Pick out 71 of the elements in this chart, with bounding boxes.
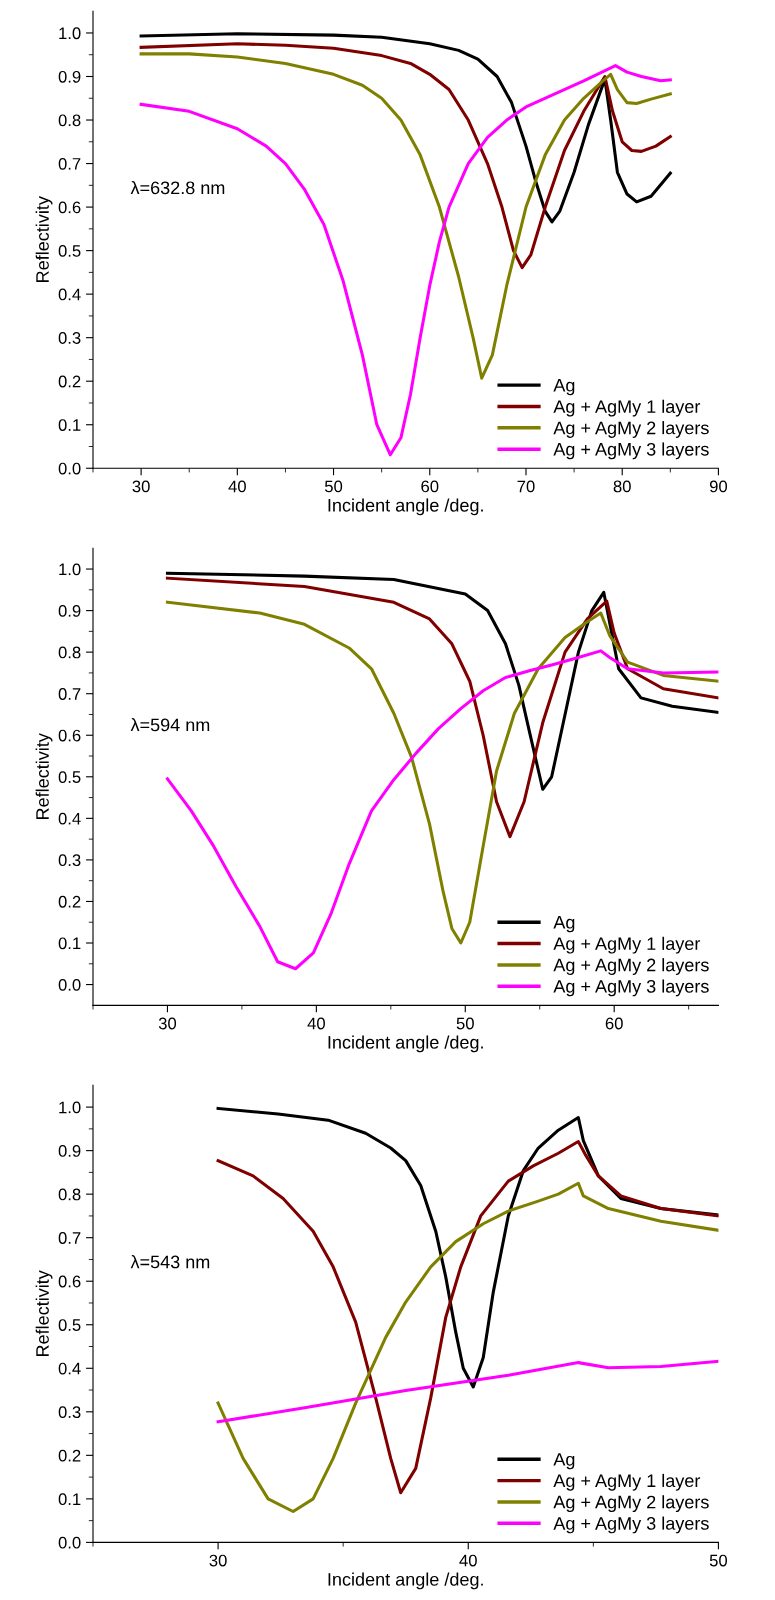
y-axis-title: Reflectivity xyxy=(35,1270,53,1357)
y-tick-label: 0.4 xyxy=(58,1362,81,1375)
y-tick-label: 0.1 xyxy=(58,937,81,950)
legend-label: Ag xyxy=(553,916,575,933)
legend-label: Ag + AgMy 2 layers xyxy=(553,421,709,438)
y-tick-label: 0.5 xyxy=(58,245,81,257)
y-tick-label: 0.2 xyxy=(58,375,81,388)
x-axis-title: Incident angle /deg. xyxy=(328,1572,483,1590)
y-tick-label: 0.2 xyxy=(58,1449,81,1462)
y-tick-label: 0.6 xyxy=(58,729,81,742)
annotation: λ=543 nm xyxy=(130,1255,210,1269)
y-tick-label: 0.8 xyxy=(58,1188,81,1201)
y-tick-label: 0.3 xyxy=(58,1406,81,1419)
text: 1.0 xyxy=(59,1101,81,1114)
x-tick-label: 40 xyxy=(228,480,246,493)
line-series xyxy=(216,1181,719,1514)
y-tick-label: 0.5 xyxy=(58,771,81,783)
annotation: λ=594 nm xyxy=(130,718,210,732)
line-series xyxy=(216,1359,719,1424)
y-tick-label: 0.4 xyxy=(58,812,81,825)
x-tick-label: 40 xyxy=(307,1017,325,1030)
y-axis-title: Reflectivity xyxy=(35,733,53,819)
x-axis-title: Incident angle /deg. xyxy=(328,1035,483,1053)
y-tick-label: 0.1 xyxy=(58,419,81,431)
legend-label: Ag + AgMy 1 layer xyxy=(553,936,701,954)
x-tick-label: 50 xyxy=(709,1554,728,1567)
y-tick-label: 0.8 xyxy=(58,114,81,127)
x-tick-label: 60 xyxy=(605,1017,623,1030)
x-tick-label: 70 xyxy=(517,480,535,493)
y-axis-title: Reflectivity xyxy=(35,196,53,282)
x-tick-label: 30 xyxy=(158,1017,177,1030)
y-tick-label: 0.8 xyxy=(58,646,81,659)
x-tick-label: 90 xyxy=(709,480,728,493)
text: 0.0 xyxy=(58,978,81,991)
y-tick-label: 0.5 xyxy=(58,1319,81,1331)
x-tick-label: 30 xyxy=(209,1554,227,1567)
legend-label: Ag + AgMy 1 layer xyxy=(553,1473,701,1491)
y-tick-label: 0.3 xyxy=(58,332,81,344)
y-tick-label: 0.3 xyxy=(58,854,81,867)
y-tick-label: 0.1 xyxy=(58,1493,81,1506)
y-tick-label: 0.6 xyxy=(58,201,81,214)
y-tick-label: 0.9 xyxy=(58,70,81,83)
y-tick-label: 0.7 xyxy=(58,1232,81,1244)
text: 0.0 xyxy=(58,1536,81,1549)
legend-label: Ag + AgMy 3 layers xyxy=(553,1516,709,1534)
y-tick-label: 0.7 xyxy=(58,157,81,170)
x-axis-title: Incident angle /deg. xyxy=(328,498,483,516)
x-tick-label: 30 xyxy=(132,480,150,493)
legend-label: Ag + AgMy 2 layers xyxy=(553,958,709,975)
text: 0.0 xyxy=(58,462,81,475)
y-tick-label: 0.9 xyxy=(58,1145,81,1157)
legend-label: Ag xyxy=(553,1453,575,1470)
y-tick-label: 0.2 xyxy=(58,895,81,908)
legend-label: Ag + AgMy 2 layers xyxy=(553,1495,709,1513)
x-tick-label: 50 xyxy=(324,480,343,493)
x-tick-label: 80 xyxy=(613,480,631,493)
x-tick-label: 40 xyxy=(459,1554,477,1567)
text: 1.0 xyxy=(59,563,81,576)
y-tick-label: 0.6 xyxy=(58,1275,81,1288)
y-tick-label: 0.9 xyxy=(58,604,81,617)
legend-label: Ag + AgMy 1 layer xyxy=(553,399,701,417)
x-tick-label: 50 xyxy=(456,1017,474,1030)
legend-label: Ag xyxy=(553,379,575,396)
legend-label: Ag + AgMy 3 layers xyxy=(553,442,709,460)
line-series xyxy=(216,1139,719,1495)
y-tick-label: 0.7 xyxy=(58,688,81,700)
legend-label: Ag + AgMy 3 layers xyxy=(553,979,709,997)
x-tick-label: 60 xyxy=(421,480,439,493)
annotation: λ=632.8 nm xyxy=(130,180,225,195)
text: 1.0 xyxy=(59,27,81,40)
y-tick-label: 0.4 xyxy=(58,288,81,301)
